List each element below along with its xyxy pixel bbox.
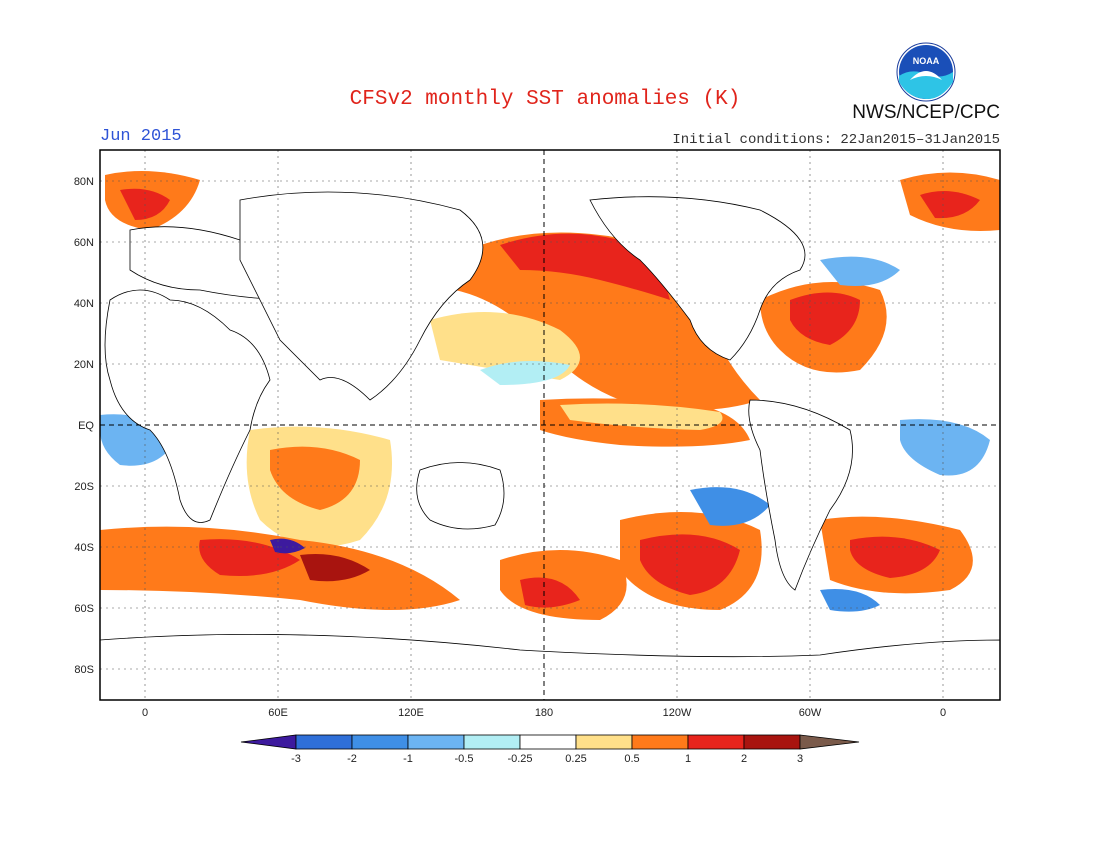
lat-label: 20S (74, 481, 94, 493)
lon-axis: 0 60E 120E 180 120W 60W 0 (142, 707, 946, 719)
map-frame (99, 149, 1001, 701)
colorbar-label: -2 (347, 753, 357, 765)
colorbar-label: -3 (291, 753, 301, 765)
lat-label: EQ (78, 420, 94, 432)
colorbar-swatch (743, 734, 801, 750)
lat-label: 60N (74, 237, 94, 249)
equator-dateline (100, 150, 1000, 700)
anomaly-field (100, 171, 1000, 620)
lon-label: 120W (663, 707, 692, 719)
colorbar-swatch (687, 734, 745, 750)
colorbar-label: 2 (741, 753, 747, 765)
colorbar-label: 0.5 (624, 753, 639, 765)
lon-label: 60W (799, 707, 822, 719)
lon-label: 60E (268, 707, 288, 719)
lat-label: 80N (74, 176, 94, 188)
colorbar-swatch (463, 734, 521, 750)
agency-label: NWS/NCEP/CPC (852, 102, 1000, 123)
initial-conditions: Initial conditions: 22Jan2015–31Jan2015 (672, 132, 1000, 148)
colorbar-swatch (240, 734, 297, 750)
map-title: CFSv2 monthly SST anomalies (K) (349, 88, 741, 111)
lon-label: 0 (940, 707, 946, 719)
lon-label: 0 (142, 707, 148, 719)
colorbar-labels: -3 -2 -1 -0.5 -0.25 0.25 0.5 1 2 3 (291, 753, 803, 765)
lat-label: 80S (74, 664, 94, 676)
colorbar-label: 0.25 (565, 753, 586, 765)
colorbar-swatch (351, 734, 409, 750)
svg-text:NOAA: NOAA (913, 56, 940, 66)
colorbar-label: 3 (797, 753, 803, 765)
lat-label: 40S (74, 542, 94, 554)
lat-label: 40N (74, 298, 94, 310)
colorbar-label: -1 (403, 753, 413, 765)
continents (100, 191, 1000, 700)
lat-label: 60S (74, 603, 94, 615)
colorbar-label: -0.5 (455, 753, 474, 765)
lat-axis: 80N 60N 40N 20N EQ 20S 40S 60S 80S (74, 176, 95, 676)
lon-label: 120E (398, 707, 424, 719)
lon-label: 180 (535, 707, 553, 719)
lat-label: 20N (74, 359, 94, 371)
colorbar-label: -0.25 (507, 753, 532, 765)
noaa-logo-icon: NOAA (896, 42, 956, 102)
colorbar-swatch (407, 734, 465, 750)
colorbar-swatch (575, 734, 633, 750)
colorbar-swatch (631, 734, 689, 750)
gridlines (100, 150, 1000, 700)
colorbar-label: 1 (685, 753, 691, 765)
colorbar (240, 734, 860, 750)
colorbar-swatch (799, 734, 860, 750)
colorbar-swatch (295, 734, 353, 750)
forecast-month: Jun 2015 (100, 127, 182, 146)
colorbar-swatch (519, 734, 577, 750)
